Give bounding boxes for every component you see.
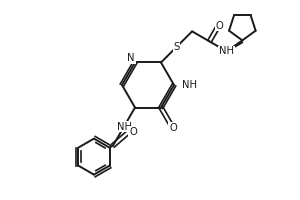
Text: S: S — [173, 42, 180, 52]
Text: NH: NH — [116, 122, 131, 132]
Text: NH: NH — [219, 46, 234, 56]
Text: O: O — [216, 21, 223, 31]
Text: O: O — [129, 127, 137, 137]
Text: NH: NH — [182, 80, 197, 90]
Text: N: N — [127, 53, 135, 63]
Text: O: O — [169, 123, 177, 133]
